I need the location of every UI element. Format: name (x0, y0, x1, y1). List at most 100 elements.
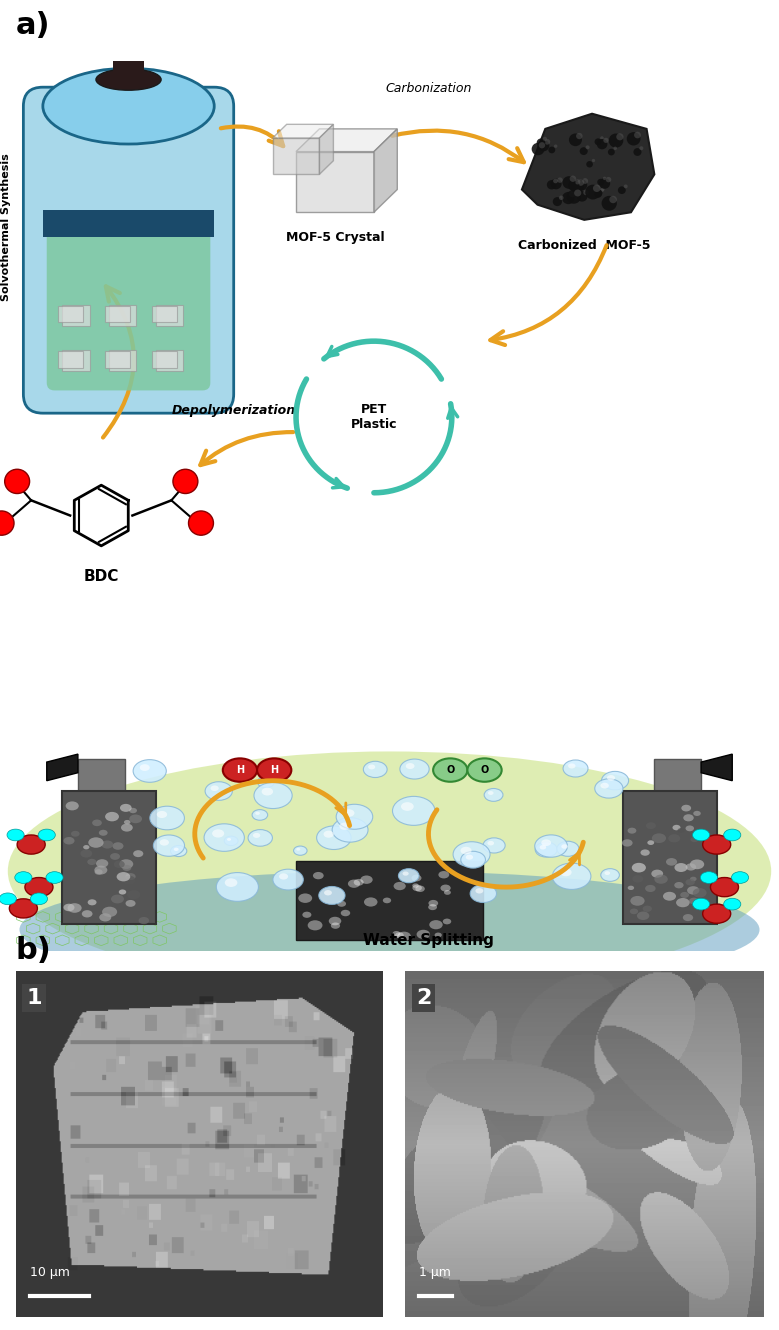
Circle shape (644, 849, 658, 858)
Circle shape (397, 931, 411, 942)
Circle shape (298, 894, 312, 903)
Circle shape (252, 810, 268, 821)
Circle shape (120, 803, 132, 811)
Ellipse shape (43, 68, 214, 144)
Circle shape (568, 180, 580, 192)
Circle shape (475, 888, 483, 894)
Circle shape (273, 870, 303, 890)
Circle shape (624, 185, 628, 189)
Polygon shape (78, 759, 125, 802)
Circle shape (693, 811, 701, 817)
Circle shape (122, 864, 132, 871)
Circle shape (683, 914, 693, 922)
Circle shape (63, 837, 75, 845)
Circle shape (118, 890, 126, 895)
Text: Carbonized  MOF-5: Carbonized MOF-5 (518, 239, 650, 251)
Circle shape (101, 841, 113, 849)
Circle shape (680, 892, 689, 898)
Circle shape (595, 779, 623, 798)
Circle shape (637, 911, 650, 920)
Text: Solvothermal Synthesis: Solvothermal Synthesis (2, 153, 11, 302)
Circle shape (129, 814, 142, 823)
Circle shape (160, 839, 169, 846)
Circle shape (594, 190, 602, 198)
Circle shape (102, 907, 117, 916)
Circle shape (331, 923, 340, 928)
Circle shape (643, 906, 652, 912)
Circle shape (150, 806, 185, 830)
Circle shape (654, 875, 668, 883)
Circle shape (46, 871, 63, 883)
Circle shape (382, 898, 391, 903)
Circle shape (348, 879, 360, 888)
Circle shape (600, 189, 604, 192)
FancyBboxPatch shape (62, 350, 90, 371)
Circle shape (261, 778, 266, 782)
Circle shape (601, 188, 605, 192)
Text: 1 μm: 1 μm (419, 1266, 451, 1278)
Circle shape (96, 859, 108, 867)
Circle shape (647, 841, 654, 845)
FancyBboxPatch shape (109, 305, 136, 326)
Text: PET
Plastic: PET Plastic (351, 403, 397, 431)
Circle shape (111, 895, 124, 903)
Circle shape (94, 870, 103, 875)
Circle shape (568, 763, 576, 769)
Circle shape (686, 879, 695, 886)
Circle shape (296, 849, 301, 851)
Circle shape (398, 868, 419, 883)
Circle shape (467, 758, 502, 782)
Polygon shape (522, 114, 654, 219)
Circle shape (633, 148, 641, 156)
Circle shape (700, 871, 717, 883)
Circle shape (461, 851, 485, 868)
Circle shape (582, 178, 588, 184)
Circle shape (7, 829, 24, 841)
Polygon shape (273, 138, 319, 174)
Circle shape (189, 511, 213, 535)
Circle shape (601, 771, 629, 790)
Circle shape (99, 830, 108, 835)
Circle shape (71, 831, 79, 837)
Circle shape (483, 838, 505, 853)
Circle shape (686, 863, 696, 871)
Circle shape (628, 827, 636, 834)
Circle shape (99, 914, 111, 922)
Ellipse shape (19, 871, 760, 988)
Circle shape (340, 822, 350, 830)
Circle shape (535, 842, 557, 857)
Circle shape (609, 196, 617, 203)
Circle shape (344, 809, 354, 817)
Circle shape (575, 180, 580, 185)
Circle shape (364, 898, 378, 907)
Circle shape (586, 145, 590, 149)
Circle shape (570, 180, 584, 193)
Polygon shape (654, 759, 701, 802)
Circle shape (308, 920, 323, 931)
Circle shape (393, 882, 406, 890)
Circle shape (66, 838, 74, 843)
Circle shape (640, 850, 650, 855)
Circle shape (562, 192, 575, 205)
Circle shape (139, 765, 150, 771)
Circle shape (678, 829, 684, 833)
Circle shape (210, 786, 219, 791)
Circle shape (603, 177, 606, 180)
Circle shape (632, 863, 646, 872)
Circle shape (324, 890, 332, 895)
Circle shape (537, 138, 545, 146)
Circle shape (645, 884, 656, 892)
Circle shape (608, 149, 615, 156)
Ellipse shape (8, 751, 771, 991)
Circle shape (466, 855, 473, 859)
Circle shape (323, 831, 334, 838)
Circle shape (628, 886, 634, 890)
Circle shape (675, 863, 688, 872)
Polygon shape (374, 129, 397, 213)
Circle shape (125, 872, 136, 880)
Circle shape (361, 875, 372, 884)
Circle shape (690, 876, 696, 882)
Polygon shape (296, 152, 374, 213)
Circle shape (694, 830, 702, 835)
Circle shape (622, 839, 633, 847)
